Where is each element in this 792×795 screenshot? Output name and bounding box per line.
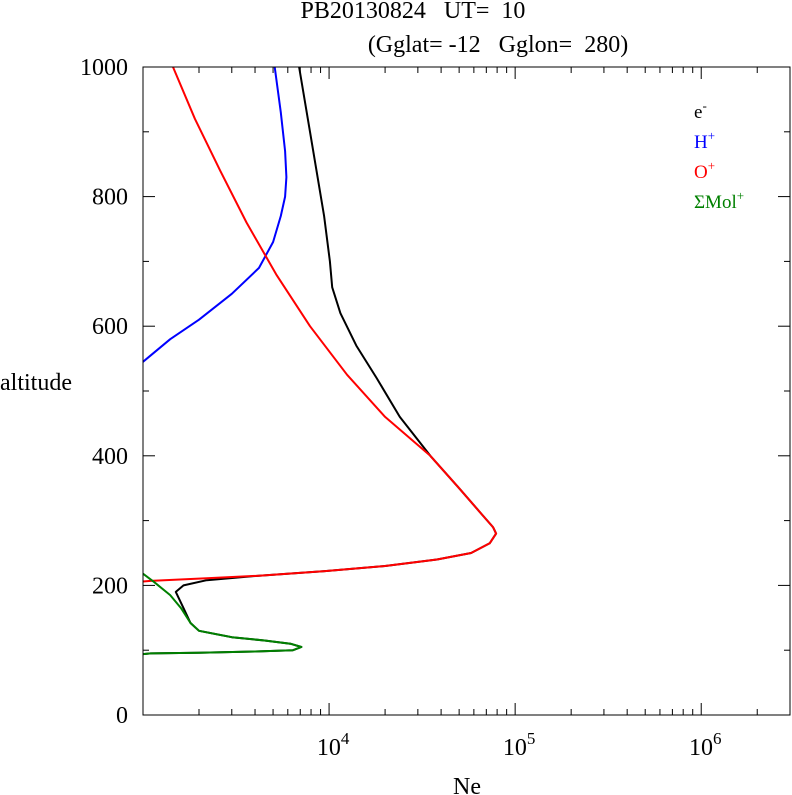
legend-entry-mol: ΣMol+ (694, 188, 744, 213)
series-line-H (142, 66, 288, 363)
legend-entry-O: O+ (694, 158, 715, 183)
legend: e- H+ O+ ΣMol+ (694, 98, 744, 213)
y-tick-label: 200 (92, 573, 128, 599)
y-tick-label: 600 (92, 314, 128, 340)
y-tick-label: 400 (92, 444, 128, 470)
series-line-e (142, 66, 498, 656)
y-tick-labels: 0 200 400 600 800 1000 (80, 55, 128, 729)
y-tick-label: 800 (92, 185, 128, 211)
x-tick-labels: 104 105 106 (317, 729, 722, 761)
chart-subtitle: (Gglat= -12 Gglon= 280) (368, 32, 628, 58)
x-axis-label: Ne (453, 774, 481, 795)
legend-entry-H: H+ (694, 128, 715, 153)
axis-ticks (142, 66, 791, 716)
series-lines (142, 66, 498, 656)
y-tick-label: 0 (116, 703, 128, 729)
x-tick-label: 104 (317, 729, 350, 761)
x-tick-label: 105 (503, 729, 536, 761)
chart-title: PB20130824 UT= 10 (301, 0, 526, 24)
x-tick-label: 106 (689, 729, 722, 761)
y-tick-label: 1000 (80, 55, 128, 81)
legend-entry-e: e- (694, 98, 707, 123)
series-line-mol (142, 572, 303, 656)
plot-frame (142, 66, 791, 716)
series-line-O (142, 66, 498, 583)
y-axis-label: altitude (0, 370, 72, 396)
